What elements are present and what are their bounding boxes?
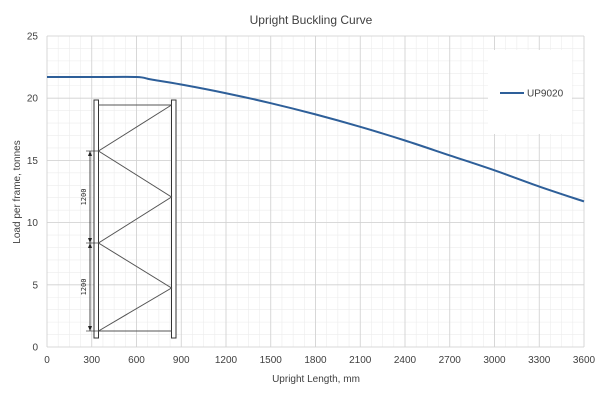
y-axis-ticks: 0 5 10 15 20 25 [27,32,39,354]
dimension-arrow [88,238,92,243]
y-tick-label: 10 [27,218,39,229]
x-tick-label: 3000 [483,355,506,366]
x-tick-label: 2100 [349,355,372,366]
y-tick-label: 5 [32,280,38,291]
x-tick-label: 3300 [528,355,551,366]
x-axis-ticks: 0 300 600 900 1200 1500 1800 2100 2400 2700 3000 33… [44,355,595,366]
frame-upright-left [93,99,99,339]
x-tick-label: 3600 [573,355,596,366]
x-tick-label: 300 [83,355,100,366]
dimension-arrow [88,151,92,156]
x-tick-label: 900 [173,355,190,366]
chart-title: Upright Buckling Curve [250,13,373,27]
dimension-arrow [88,243,92,248]
y-axis-label: Load per frame, tonnes [12,140,23,243]
y-tick-label: 0 [32,343,38,354]
x-axis-label: Upright Length, mm [272,374,360,385]
frame-diagram: 1200 1200 [80,99,177,339]
series-layer [47,75,585,203]
x-tick-label: 0 [44,355,50,366]
dimension-arrow [88,326,92,331]
x-tick-label: 1200 [215,355,238,366]
x-tick-label: 2400 [394,355,417,366]
x-tick-label: 1800 [304,355,327,366]
dimension-label-lower: 1200 [80,279,88,296]
x-tick-label: 600 [128,355,145,366]
x-tick-label: 2700 [439,355,462,366]
frame-bracing [97,104,173,332]
y-tick-label: 20 [27,94,39,105]
x-tick-label: 1500 [260,355,283,366]
dimension-label-upper: 1200 [80,189,88,206]
legend: UP9020 [488,50,572,134]
series-line-up9020 [47,75,585,203]
frame-upright-right [171,99,177,339]
legend-entry-up9020: UP9020 [527,89,564,100]
major-gridlines [46,35,585,348]
y-tick-label: 15 [27,156,39,167]
y-tick-label: 25 [27,32,39,43]
